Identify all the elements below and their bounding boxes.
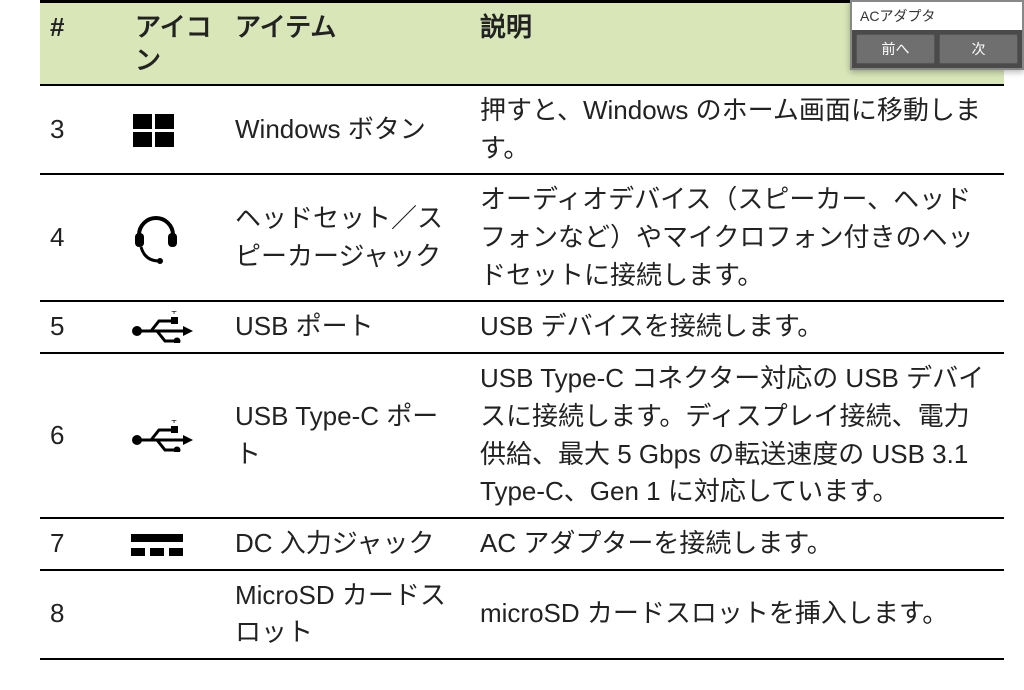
windows-icon	[129, 110, 215, 150]
row-desc: USB Type-C コネクター対応の USB デバイスに接続します。ディスプレ…	[470, 353, 1004, 518]
svg-text:+: +	[171, 311, 177, 318]
row-item: MicroSD カードスロット	[225, 570, 470, 659]
next-button[interactable]: 次	[939, 34, 1018, 64]
row-icon-cell: +	[125, 301, 225, 353]
header-num: #	[40, 2, 125, 86]
row-num: 8	[40, 570, 125, 659]
table-row: 4 ヘッドセット／スピーカージャック オーディオデバイス（スピーカー、ヘッドフォ…	[40, 174, 1004, 301]
row-num: 4	[40, 174, 125, 301]
row-icon-cell	[125, 174, 225, 301]
row-icon-cell	[125, 570, 225, 659]
row-num: 7	[40, 518, 125, 570]
table-row: 7 DC 入力ジャック AC アダプターを接続します。	[40, 518, 1004, 570]
table-row: 8 MicroSD カードスロット microSD カードスロットを挿入します。	[40, 570, 1004, 659]
row-item: USB ポート	[225, 301, 470, 353]
row-desc: USB デバイスを接続します。	[470, 301, 1004, 353]
svg-text:+: +	[171, 420, 177, 427]
header-item: アイテム	[225, 2, 470, 86]
row-desc: AC アダプターを接続します。	[470, 518, 1004, 570]
headset-icon	[129, 211, 215, 265]
row-desc: 押すと、Windows のホーム画面に移動します。	[470, 85, 1004, 174]
ports-table: # アイコン アイテム 説明 3	[40, 0, 1004, 660]
row-icon-cell	[125, 85, 225, 174]
usb-icon: +	[129, 311, 215, 343]
table-row: 5 + USB	[40, 301, 1004, 353]
search-popup: ACアダプタ 前へ 次	[850, 0, 1024, 70]
row-num: 3	[40, 85, 125, 174]
usb-icon: +	[129, 420, 215, 452]
table-row: 3 Windows ボタン 押すと、Windows のホーム画面に移動します。	[40, 85, 1004, 174]
row-item: DC 入力ジャック	[225, 518, 470, 570]
row-icon-cell: +	[125, 353, 225, 518]
popup-label: ACアダプタ	[852, 2, 1022, 30]
header-icon: アイコン	[125, 2, 225, 86]
row-icon-cell	[125, 518, 225, 570]
row-item: Windows ボタン	[225, 85, 470, 174]
dc-icon	[129, 530, 215, 558]
row-num: 6	[40, 353, 125, 518]
row-desc: オーディオデバイス（スピーカー、ヘッドフォンなど）やマイクロフォン付きのヘッドセ…	[470, 174, 1004, 301]
row-desc: microSD カードスロットを挿入します。	[470, 570, 1004, 659]
row-num: 5	[40, 301, 125, 353]
table-row: 6 + USB	[40, 353, 1004, 518]
popup-button-row: 前へ 次	[852, 30, 1022, 68]
prev-button[interactable]: 前へ	[856, 34, 935, 64]
row-item: ヘッドセット／スピーカージャック	[225, 174, 470, 301]
row-item: USB Type-C ポート	[225, 353, 470, 518]
